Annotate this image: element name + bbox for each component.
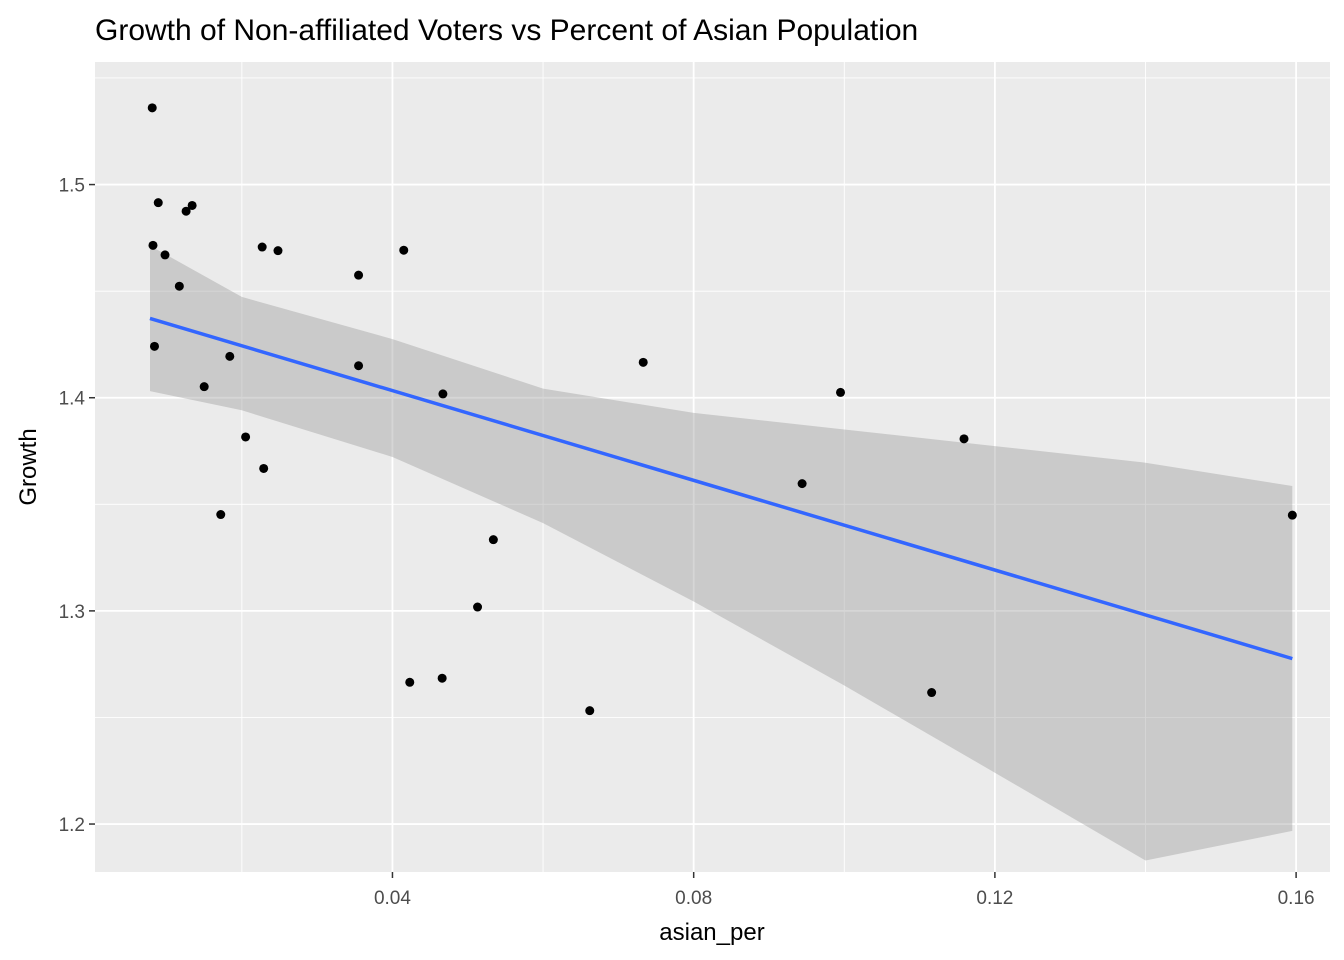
data-point: [1287, 510, 1297, 520]
data-point: [216, 510, 226, 520]
data-point: [399, 245, 409, 255]
data-points: [147, 103, 1297, 716]
data-point: [225, 351, 235, 361]
x-tick-label: 0.08: [675, 888, 712, 909]
data-point: [437, 673, 447, 683]
data-point: [836, 387, 846, 397]
data-point: [438, 389, 448, 399]
data-point: [241, 432, 251, 442]
data-point: [797, 479, 807, 489]
data-point: [174, 281, 184, 291]
minor-gridlines: [95, 62, 1330, 872]
x-tick-label: 0.04: [374, 888, 411, 909]
data-point: [473, 602, 483, 612]
data-point: [959, 434, 969, 444]
chart-title: Growth of Non-affiliated Voters vs Perce…: [95, 14, 918, 47]
data-point: [160, 250, 170, 260]
data-point: [148, 240, 158, 250]
data-point: [181, 206, 191, 216]
data-point: [585, 706, 595, 716]
data-point: [187, 200, 197, 210]
data-point: [149, 341, 159, 351]
data-point: [488, 535, 498, 545]
data-point: [257, 242, 267, 252]
y-axis-ticks: 1.2 1.3 1.4 1.5: [59, 176, 95, 836]
x-tick-label: 0.16: [1278, 888, 1315, 909]
y-tick-label: 1.3: [59, 602, 85, 623]
y-tick-label: 1.4: [59, 389, 86, 410]
x-tick-label: 0.12: [976, 888, 1013, 909]
data-point: [354, 270, 364, 280]
plot-panel: [95, 62, 1330, 872]
data-point: [153, 198, 163, 208]
major-gridlines: [95, 62, 1330, 872]
regression-line: [149, 316, 1293, 661]
data-point: [405, 677, 415, 687]
y-tick-label: 1.2: [59, 815, 85, 836]
data-point: [638, 357, 648, 367]
data-point: [354, 361, 364, 371]
y-axis-title: Growth: [15, 428, 42, 505]
data-point: [199, 382, 209, 392]
x-axis-title: asian_per: [659, 919, 764, 946]
data-point: [927, 688, 937, 698]
y-tick-label: 1.5: [59, 176, 85, 197]
confidence-band: [150, 245, 1293, 861]
data-point: [259, 463, 269, 473]
data-point: [273, 246, 283, 256]
data-point: [147, 103, 157, 113]
x-axis-ticks: 0.04 0.08 0.12 0.16: [374, 872, 1315, 909]
